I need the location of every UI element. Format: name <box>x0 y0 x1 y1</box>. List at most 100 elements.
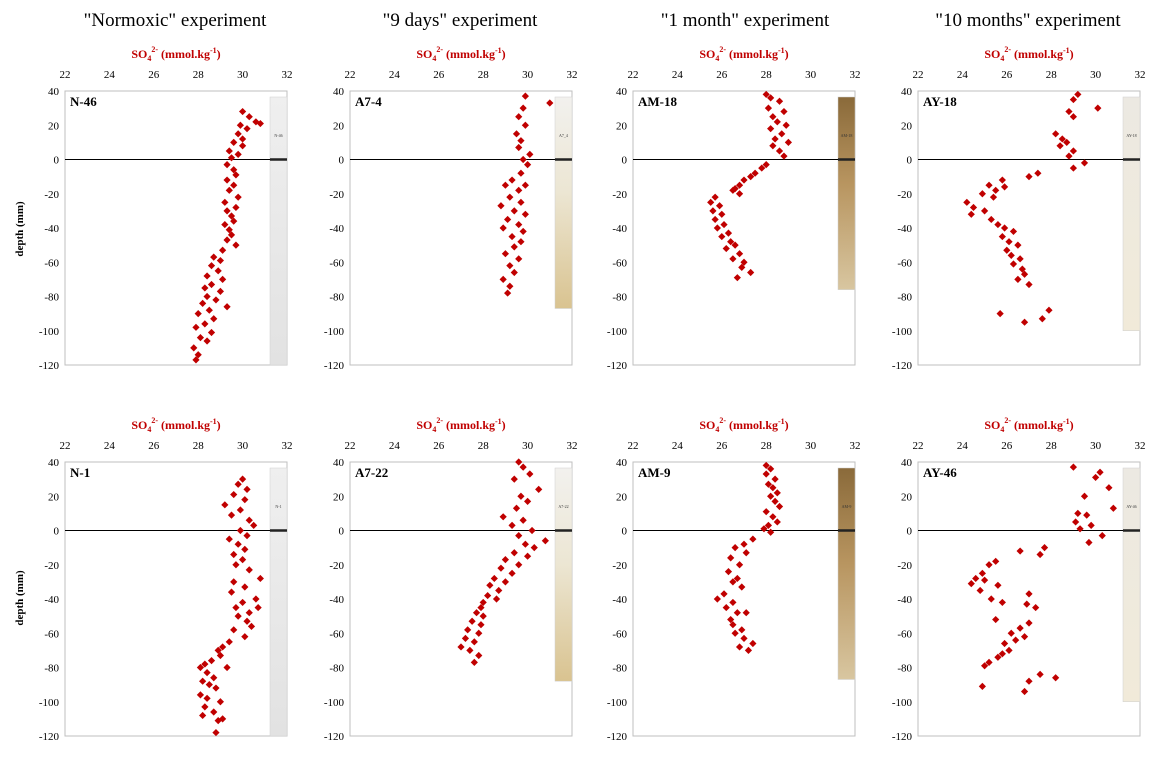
y-tick-label: -80 <box>44 663 59 675</box>
x-tick-label: 26 <box>1001 440 1013 452</box>
data-point <box>199 677 207 685</box>
y-tick-label: 40 <box>48 457 60 469</box>
data-point <box>201 703 209 711</box>
data-point <box>477 621 485 629</box>
data-point <box>992 615 1000 624</box>
panel-id: AM-18 <box>638 94 677 109</box>
data-point <box>985 658 993 666</box>
y-tick-label: -40 <box>329 223 344 235</box>
x-tick-label: 22 <box>913 440 924 452</box>
data-point <box>234 193 242 201</box>
data-point <box>742 549 750 557</box>
x-axis-title: SO42- (mmol.kg-1) <box>131 416 220 434</box>
x-tick-label: 28 <box>761 440 773 452</box>
data-point <box>978 190 986 198</box>
data-point <box>744 646 753 654</box>
y-tick-label: 40 <box>48 86 60 98</box>
data-point <box>994 581 1002 589</box>
data-point <box>720 590 728 598</box>
y-tick-label: -100 <box>892 326 913 338</box>
data-point <box>1065 107 1073 116</box>
panel-id: AM-9 <box>638 465 671 480</box>
data-point <box>1096 468 1104 476</box>
x-tick-label: 22 <box>913 69 924 81</box>
data-point <box>729 621 737 629</box>
data-point <box>773 518 781 526</box>
y-tick-label: -60 <box>897 628 912 640</box>
data-point <box>998 650 1006 658</box>
panel-a7-22: SO42- (mmol.kg-1) 22 24 26 28 30 32 40 20 0 -20 -40… <box>324 416 578 743</box>
data-point <box>775 97 784 105</box>
data-point <box>764 104 773 112</box>
y-tick-label: 40 <box>333 457 345 469</box>
y-axis-label-top: depth (mm) <box>14 201 26 257</box>
data-point <box>207 657 216 665</box>
x-tick-label: 26 <box>433 69 445 81</box>
data-point <box>225 535 233 543</box>
data-point <box>477 603 485 612</box>
core-image-label: A7_4 <box>559 133 568 138</box>
data-point <box>740 176 748 184</box>
data-point <box>470 638 478 646</box>
x-tick-label: 30 <box>522 440 534 452</box>
data-point <box>998 176 1006 184</box>
data-point <box>992 557 1000 565</box>
data-point <box>1020 318 1029 326</box>
y-tick-label: 20 <box>333 491 345 503</box>
data-point <box>751 169 759 177</box>
x-tick-label: 22 <box>345 440 356 452</box>
x-axis-title: SO42- (mmol.kg-1) <box>699 416 788 434</box>
data-point <box>495 586 503 595</box>
x-tick-label: 26 <box>1001 69 1013 81</box>
data-point <box>521 540 529 548</box>
data-point <box>1025 590 1033 598</box>
data-point <box>727 615 735 624</box>
y-tick-label: 40 <box>616 86 628 98</box>
data-point <box>519 463 527 471</box>
data-point <box>724 229 733 237</box>
y-tick-label: -60 <box>897 257 912 269</box>
x-tick-label: 30 <box>237 69 249 81</box>
data-point <box>245 113 253 121</box>
data-point <box>230 626 238 634</box>
data-point <box>773 118 781 126</box>
data-point <box>210 674 218 682</box>
x-tick-label: 22 <box>628 69 639 81</box>
data-point <box>214 267 222 275</box>
data-point <box>205 681 213 689</box>
data-point <box>1009 260 1018 268</box>
data-point <box>232 203 240 212</box>
data-point <box>738 583 746 591</box>
data-point <box>1069 164 1077 172</box>
x-axis-title: SO42- (mmol.kg-1) <box>699 45 788 63</box>
data-point <box>508 232 516 241</box>
data-point <box>256 574 264 583</box>
core-image <box>269 467 288 737</box>
data-point <box>230 550 238 559</box>
data-point <box>1036 550 1044 559</box>
data-point <box>517 492 525 500</box>
data-point <box>234 480 242 488</box>
y-tick-label: -120 <box>607 360 628 372</box>
data-point <box>1045 306 1053 314</box>
data-point <box>773 489 781 497</box>
core-image-label: N-46 <box>274 133 282 138</box>
x-axis-title: SO42- (mmol.kg-1) <box>416 416 505 434</box>
data-point <box>722 603 730 612</box>
data-point <box>524 497 532 505</box>
y-tick-label: -100 <box>39 326 60 338</box>
data-point <box>1074 509 1082 517</box>
data-point <box>239 107 247 116</box>
data-point <box>241 583 249 591</box>
data-point <box>1003 246 1011 254</box>
y-tick-label: -20 <box>44 189 59 201</box>
data-point <box>227 231 236 239</box>
data-point <box>245 516 253 524</box>
data-point <box>510 549 518 557</box>
x-tick-label: 26 <box>433 440 445 452</box>
y-tick-label: -120 <box>892 360 913 372</box>
data-point <box>207 280 216 289</box>
data-point <box>515 220 523 229</box>
data-point <box>1052 130 1060 138</box>
x-axis-title: SO42- (mmol.kg-1) <box>984 416 1073 434</box>
